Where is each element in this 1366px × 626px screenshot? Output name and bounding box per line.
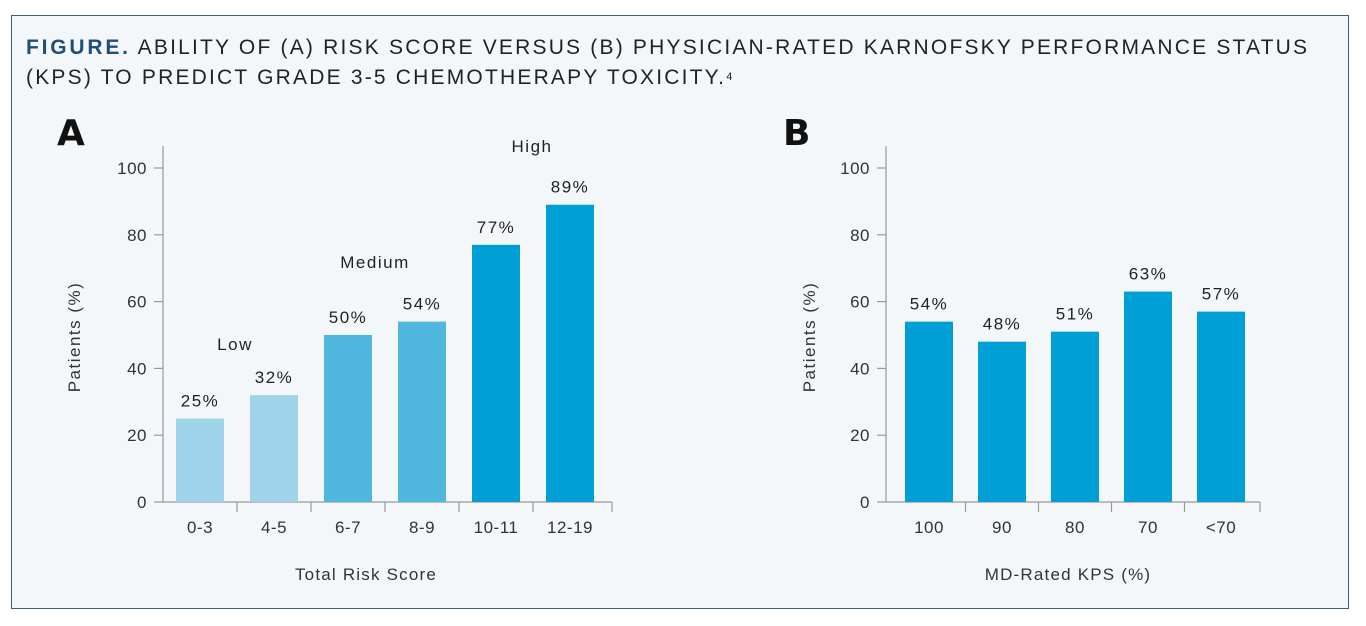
group-label-medium: Medium: [340, 253, 409, 272]
x-tick-label: 90: [992, 518, 1012, 537]
caption-lead: FIGURE.: [26, 36, 131, 59]
data-label: 51%: [1056, 305, 1095, 324]
panel-label-A: A: [57, 113, 85, 154]
data-label: 57%: [1202, 285, 1241, 304]
y-axis-title: Patients (%): [65, 282, 84, 393]
data-label: 48%: [983, 315, 1022, 334]
x-axis-title: MD-Rated KPS (%): [985, 565, 1152, 584]
y-tick-label: 0: [860, 493, 870, 512]
caption-text: ABILITY OF (A) RISK SCORE VERSUS (B) PHY…: [26, 36, 1310, 89]
data-label: 63%: [1129, 265, 1168, 284]
x-tick-label: 10-11: [474, 518, 519, 537]
x-tick-label: 100: [914, 518, 944, 537]
caption-reference: 4: [726, 71, 735, 83]
y-tick-label: 80: [127, 226, 147, 245]
bar: [978, 341, 1026, 502]
data-label: 50%: [329, 308, 368, 327]
data-label: 89%: [551, 178, 590, 197]
x-tick-label: 0-3: [187, 518, 213, 537]
y-tick-label: 60: [127, 293, 147, 312]
bar: [324, 335, 372, 502]
x-tick-label: 70: [1138, 518, 1158, 537]
group-label-high: High: [512, 137, 553, 156]
y-tick-label: 20: [127, 426, 147, 445]
bar: [472, 244, 520, 502]
bar: [176, 418, 224, 502]
y-axis-title: Patients (%): [800, 282, 819, 393]
y-tick-label: 40: [850, 359, 870, 378]
bar: [546, 204, 594, 503]
data-label: 54%: [910, 295, 949, 314]
y-tick-label: 100: [840, 159, 870, 178]
data-label: 32%: [255, 368, 294, 387]
y-tick-label: 0: [137, 493, 147, 512]
group-label-low: Low: [217, 335, 253, 354]
bar: [1051, 331, 1099, 502]
figure-caption: FIGURE. ABILITY OF (A) RISK SCORE VERSUS…: [26, 33, 1326, 93]
bar: [398, 321, 446, 502]
x-tick-label: <70: [1206, 518, 1236, 537]
data-label: 54%: [403, 295, 442, 314]
y-tick-label: 100: [117, 159, 147, 178]
x-tick-label: 12-19: [547, 518, 593, 537]
bar: [1124, 291, 1172, 502]
x-axis-title: Total Risk Score: [295, 565, 437, 584]
data-label: 77%: [477, 218, 516, 237]
bar: [1197, 311, 1245, 502]
y-tick-label: 40: [127, 359, 147, 378]
bar: [905, 321, 953, 502]
x-tick-label: 80: [1065, 518, 1085, 537]
x-tick-label: 6-7: [335, 518, 361, 537]
y-tick-label: 80: [850, 226, 870, 245]
bar: [250, 395, 298, 502]
x-tick-label: 8-9: [409, 518, 435, 537]
y-tick-label: 60: [850, 293, 870, 312]
y-tick-label: 20: [850, 426, 870, 445]
panel-label-B: B: [783, 113, 810, 154]
x-tick-label: 4-5: [261, 518, 287, 537]
data-label: 25%: [181, 392, 220, 411]
